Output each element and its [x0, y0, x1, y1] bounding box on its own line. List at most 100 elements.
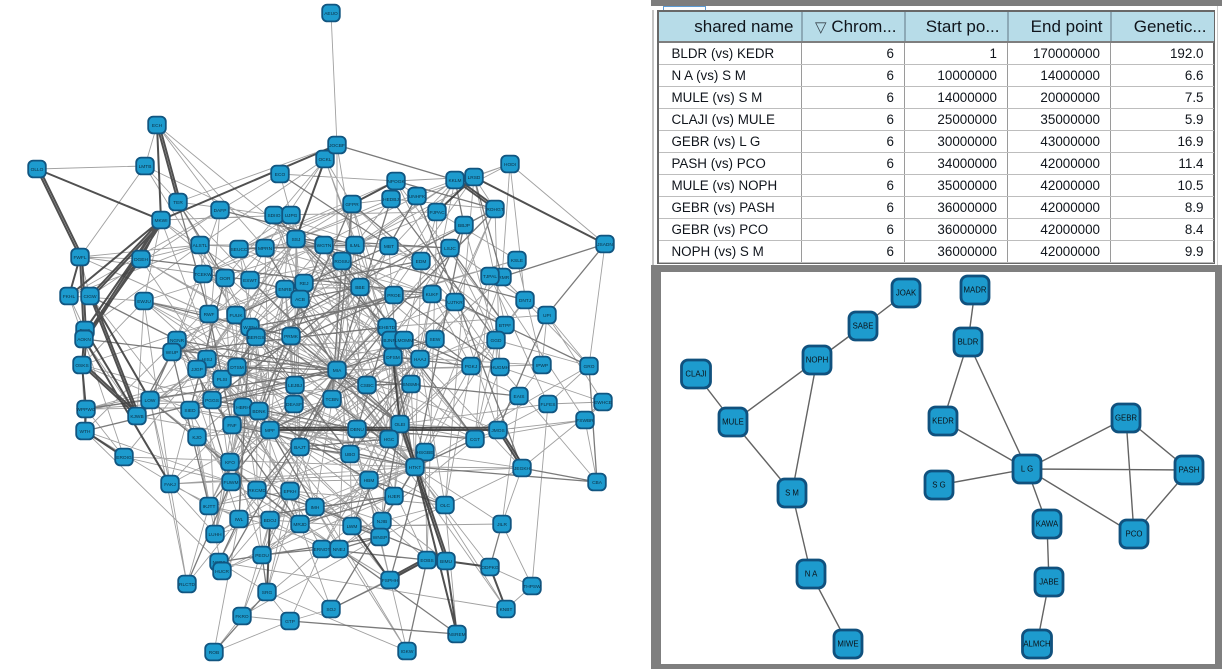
svg-text:RLCTD: RLCTD [179, 582, 196, 588]
svg-text:JEGKH: JEGKH [514, 466, 531, 472]
svg-text:IGKW: IGKW [401, 649, 414, 655]
svg-text:EROIG: EROIG [116, 455, 132, 461]
svg-text:MIA: MIA [333, 368, 342, 374]
svg-text:UNHFK: UNHFK [409, 194, 426, 200]
svg-text:LMOMM: LMOMM [395, 338, 413, 344]
svg-text:FKRO: FKRO [235, 614, 249, 620]
svg-text:TCBN: TCBN [325, 397, 339, 403]
svg-text:WNSP: WNSP [373, 535, 387, 541]
svg-text:EWJU: EWJU [137, 299, 151, 305]
svg-text:LUHH: LUHH [208, 532, 222, 538]
svg-text:KSLE: KSLE [511, 258, 523, 264]
svg-text:HBM: HBM [364, 478, 375, 484]
svg-text:PGGS: PGGS [205, 398, 219, 404]
svg-text:OOR: OOR [220, 276, 231, 282]
svg-text:ENRB: ENRB [278, 287, 291, 293]
svg-text:FKHL: FKHL [63, 294, 76, 300]
svg-text:WGTN: WGTN [317, 243, 332, 249]
svg-text:ROB: ROB [209, 650, 219, 656]
svg-text:WTH: WTH [80, 429, 91, 435]
svg-text:FNF: FNF [227, 423, 236, 429]
svg-text:KJO: KJO [192, 435, 202, 441]
svg-text:REJ: REJ [299, 281, 309, 287]
svg-text:CGT: CGT [470, 437, 480, 443]
svg-text:PCO: PCO [1126, 530, 1143, 539]
svg-text:ACB: ACB [295, 297, 305, 303]
svg-text:BTPF: BTPF [499, 323, 511, 329]
svg-text:KNBT: KNBT [500, 607, 513, 613]
svg-text:FLFES: FLFES [541, 402, 556, 408]
svg-text:LRSD: LRSD [468, 175, 481, 181]
svg-text:SDIIO: SDIIO [267, 213, 280, 219]
svg-text:THPSW: THPSW [523, 584, 541, 590]
svg-text:FSPHH: FSPHH [382, 578, 399, 584]
svg-text:PLSI: PLSI [217, 377, 227, 383]
svg-text:IPWP: IPWP [536, 363, 548, 369]
svg-text:DAFP: DAFP [214, 208, 227, 214]
svg-text:MULE: MULE [722, 418, 744, 427]
svg-text:EHBTD: EHBTD [379, 325, 396, 331]
svg-text:SEW: SEW [430, 337, 441, 343]
svg-text:HTKT: HTKT [409, 465, 422, 471]
svg-text:OSKS: OSKS [75, 363, 88, 369]
svg-text:GGD: GGD [491, 338, 502, 344]
svg-text:WIUP: WIUP [166, 350, 179, 356]
svg-text:JILR: JILR [497, 522, 507, 528]
svg-text:N A: N A [805, 570, 818, 579]
svg-text:KEDR: KEDR [932, 417, 954, 426]
svg-text:ERNOT: ERNOT [314, 547, 331, 553]
svg-text:S G: S G [932, 481, 945, 490]
svg-text:HAAJ: HAAJ [414, 357, 427, 363]
svg-text:TCEKW: TCEKW [194, 272, 212, 278]
svg-text:FUWM: FUWM [224, 480, 239, 486]
svg-text:IWL: IWL [235, 517, 244, 523]
svg-text:SABE: SABE [853, 322, 874, 331]
svg-text:NJIB: NJIB [377, 519, 387, 525]
svg-text:SSJ: SSJ [292, 237, 301, 243]
svg-text:EOBS: EOBS [420, 558, 433, 564]
svg-text:HUCR: HUCR [215, 569, 229, 575]
svg-text:PRMK: PRMK [284, 334, 299, 340]
svg-text:LMTB: LMTB [139, 164, 152, 170]
svg-text:HJER: HJER [388, 494, 401, 500]
svg-text:MPF: MPF [265, 428, 275, 434]
svg-text:FAKJ: FAKJ [164, 482, 176, 488]
svg-text:GTP: GTP [285, 619, 295, 625]
svg-text:MPRN: MPRN [258, 246, 273, 252]
svg-text:KFO: KFO [225, 460, 235, 466]
svg-text:BIMU: BIMU [440, 559, 453, 565]
svg-text:NSREM: NSREM [448, 632, 465, 638]
svg-text:MIWE: MIWE [837, 640, 858, 649]
svg-text:LOW: LOW [145, 398, 156, 404]
svg-text:UJTKR: UJTKR [447, 300, 463, 306]
svg-text:MBT: MBT [384, 244, 394, 250]
svg-text:RKCMD: RKCMD [248, 488, 266, 494]
svg-text:HODI: HODI [504, 162, 516, 168]
svg-text:DFSM: DFSM [386, 355, 400, 361]
svg-text:HSGBE: HSGBE [417, 450, 434, 456]
svg-text:ROSIU: ROSIU [334, 259, 350, 265]
svg-text:SRG: SRG [262, 590, 273, 596]
svg-text:ROHGT: ROHGT [486, 207, 503, 213]
svg-text:ALMCH: ALMCH [1023, 640, 1050, 649]
svg-text:EPKH: EPKH [283, 489, 297, 495]
svg-text:AEUO: AEUO [324, 11, 338, 17]
svg-text:GRO: GRO [584, 364, 595, 370]
svg-text:HGC: HGC [384, 437, 395, 443]
svg-text:ODPKG: ODPKG [481, 565, 499, 571]
svg-text:KJWB: KJWB [130, 414, 143, 420]
svg-text:ALSTL: ALSTL [193, 243, 208, 249]
svg-text:RWF: RWF [204, 312, 215, 318]
svg-text:GFPR: GFPR [345, 202, 359, 208]
svg-text:FWFL: FWFL [73, 255, 86, 261]
svg-text:ILML: ILML [350, 243, 361, 249]
svg-text:L G: L G [1021, 465, 1033, 474]
svg-text:BJNFE: BJNFE [383, 338, 398, 344]
svg-text:CSBC: CSBC [360, 383, 374, 389]
svg-text:UJPG: UJPG [285, 213, 298, 219]
svg-text:CIGW: CIGW [83, 294, 97, 300]
svg-text:JJGP: JJGP [191, 367, 203, 373]
svg-text:URMR: URMR [495, 275, 510, 281]
svg-text:MKWI: MKWI [154, 218, 167, 224]
svg-text:JSADN: JSADN [597, 242, 613, 248]
